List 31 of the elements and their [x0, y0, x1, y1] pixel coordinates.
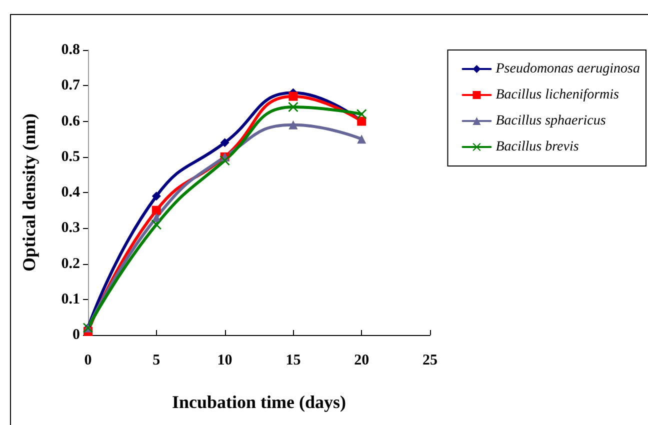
x-tick-label: 20 — [354, 352, 370, 368]
legend-label: Bacillus brevis — [496, 140, 580, 154]
legend-label: Bacillus sphaericus — [496, 114, 606, 128]
point — [220, 155, 230, 166]
x-tick-label: 5 — [152, 352, 160, 368]
y-tick-label: 0.7 — [61, 78, 80, 94]
x-tick-label: 10 — [217, 352, 232, 368]
y-tick-label: 0.3 — [61, 220, 80, 236]
point — [152, 206, 161, 215]
point — [357, 134, 366, 144]
y-tick-label: 0.8 — [61, 42, 80, 58]
y-tick-label: 0.1 — [61, 291, 80, 308]
point — [152, 192, 161, 201]
y-tick-label: 0.4 — [61, 184, 80, 200]
y-tick-label: 0.5 — [61, 148, 80, 165]
legend-label: Pseudomonas aeruginosa — [494, 62, 640, 76]
x-tick-label: 15 — [286, 352, 301, 368]
point — [288, 102, 298, 112]
y-tick-label: 0.6 — [61, 113, 80, 130]
y-axis-title: Optical density (nm) — [19, 113, 39, 272]
point — [288, 120, 298, 130]
point — [356, 109, 367, 120]
x-tick-label: 0 — [84, 352, 92, 368]
point — [220, 138, 230, 148]
point — [288, 92, 298, 101]
x-tick-label: 25 — [422, 352, 438, 368]
legend-label: Bacillus licheniformis — [496, 88, 620, 102]
y-tick-label: 0 — [72, 327, 80, 343]
x-axis-title: Incubation time (days) — [172, 392, 346, 412]
y-tick-label: 0.2 — [61, 256, 80, 272]
point — [151, 220, 162, 230]
